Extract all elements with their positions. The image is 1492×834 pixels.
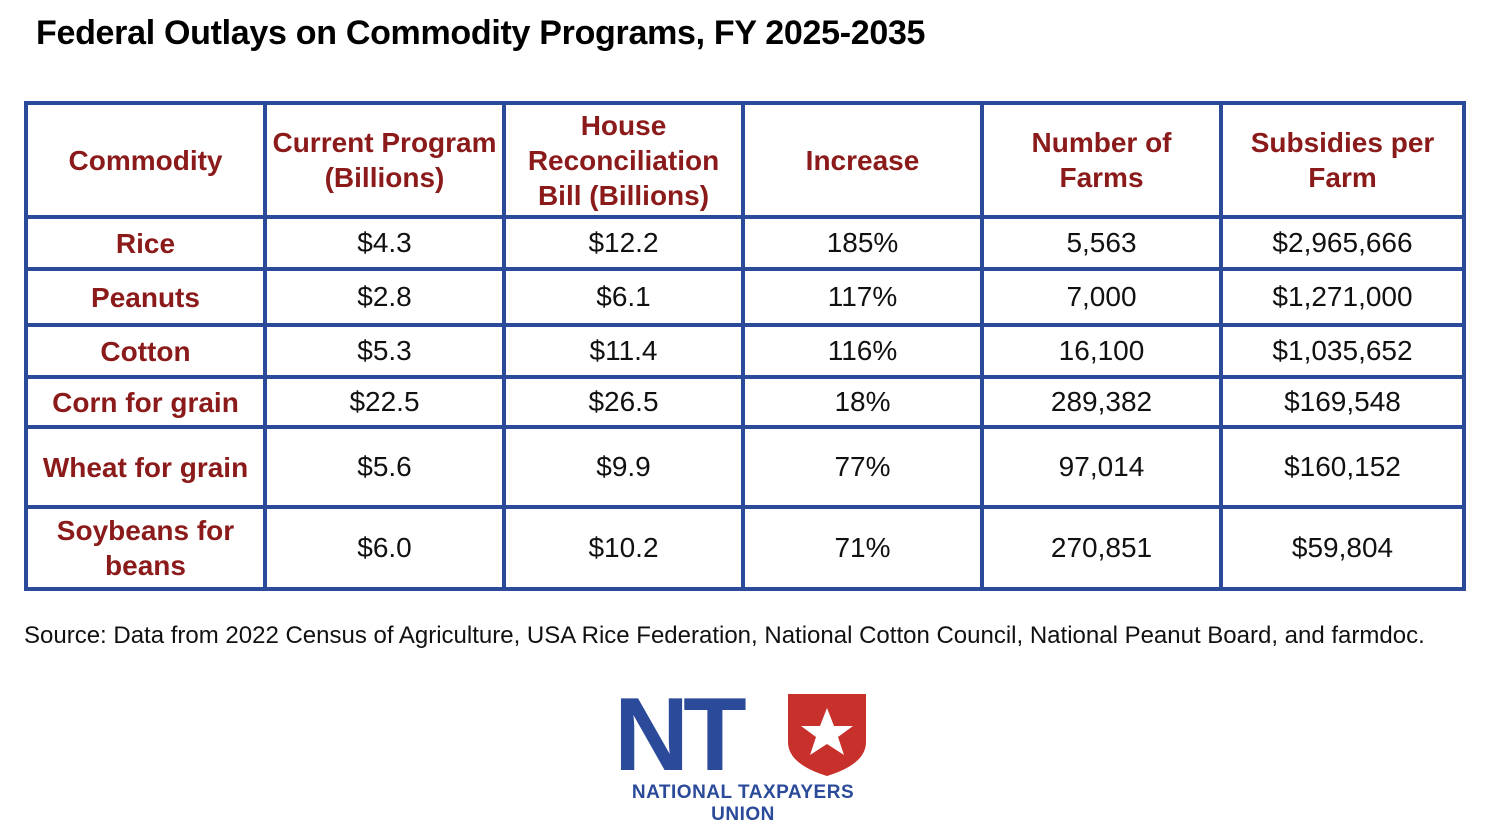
house-bill-cell: $9.9 — [502, 425, 745, 509]
commodity-cell: Cotton — [24, 323, 267, 379]
farms-cell: 5,563 — [980, 215, 1223, 271]
farms-cell: 16,100 — [980, 323, 1223, 379]
farms-cell: 289,382 — [980, 375, 1223, 429]
increase-cell: 117% — [741, 267, 984, 327]
ntu-logo: NT NATIONAL TAXPAYERS UNION — [612, 677, 874, 825]
commodity-cell: Corn for grain — [24, 375, 267, 429]
header-current-program: Current Program (Billions) — [263, 101, 506, 219]
current-program-cell: $5.6 — [263, 425, 506, 509]
current-program-cell: $4.3 — [263, 215, 506, 271]
logo-caption: NATIONAL TAXPAYERS UNION — [631, 782, 855, 825]
table-row: Wheat for grain $5.6 $9.9 77% 97,014 $16… — [24, 425, 1466, 509]
logo-letters: NT — [614, 690, 746, 782]
table-row: Peanuts $2.8 $6.1 117% 7,000 $1,271,000 — [24, 267, 1466, 327]
house-bill-cell: $10.2 — [502, 505, 745, 591]
source-note: Source: Data from 2022 Census of Agricul… — [24, 622, 1425, 649]
house-bill-cell: $26.5 — [502, 375, 745, 429]
house-bill-cell: $12.2 — [502, 215, 745, 271]
increase-cell: 77% — [741, 425, 984, 509]
increase-cell: 116% — [741, 323, 984, 379]
current-program-cell: $22.5 — [263, 375, 506, 429]
subsidy-per-farm-cell: $1,035,652 — [1219, 323, 1466, 379]
farms-cell: 7,000 — [980, 267, 1223, 327]
table-row: Corn for grain $22.5 $26.5 18% 289,382 $… — [24, 375, 1466, 429]
subsidy-per-farm-cell: $2,965,666 — [1219, 215, 1466, 271]
current-program-cell: $6.0 — [263, 505, 506, 591]
increase-cell: 185% — [741, 215, 984, 271]
farms-cell: 270,851 — [980, 505, 1223, 591]
header-subsidies-per-farm: Subsidies per Farm — [1219, 101, 1466, 219]
header-commodity: Commodity — [24, 101, 267, 219]
header-increase: Increase — [741, 101, 984, 219]
house-bill-cell: $6.1 — [502, 267, 745, 327]
subsidy-per-farm-cell: $169,548 — [1219, 375, 1466, 429]
commodity-table-container: Commodity Current Program (Billions) Hou… — [24, 101, 1466, 591]
subsidy-per-farm-cell: $1,271,000 — [1219, 267, 1466, 327]
commodity-cell: Rice — [24, 215, 267, 271]
commodity-cell: Peanuts — [24, 267, 267, 327]
header-number-of-farms: Number of Farms — [980, 101, 1223, 219]
star-shield-icon — [788, 694, 866, 776]
table-row: Rice $4.3 $12.2 185% 5,563 $2,965,666 — [24, 215, 1466, 271]
farms-cell: 97,014 — [980, 425, 1223, 509]
table-header-row: Commodity Current Program (Billions) Hou… — [24, 101, 1466, 219]
ntu-logo-mark: NT — [614, 677, 866, 793]
subsidy-per-farm-cell: $160,152 — [1219, 425, 1466, 509]
table-row: Soybeans for beans $6.0 $10.2 71% 270,85… — [24, 505, 1466, 591]
page-title: Federal Outlays on Commodity Programs, F… — [36, 14, 926, 52]
commodity-cell: Soybeans for beans — [24, 505, 267, 591]
increase-cell: 71% — [741, 505, 984, 591]
header-house-bill: House Reconciliation Bill (Billions) — [502, 101, 745, 219]
current-program-cell: $2.8 — [263, 267, 506, 327]
increase-cell: 18% — [741, 375, 984, 429]
table-row: Cotton $5.3 $11.4 116% 16,100 $1,035,652 — [24, 323, 1466, 379]
current-program-cell: $5.3 — [263, 323, 506, 379]
house-bill-cell: $11.4 — [502, 323, 745, 379]
subsidy-per-farm-cell: $59,804 — [1219, 505, 1466, 591]
commodity-table: Commodity Current Program (Billions) Hou… — [24, 101, 1466, 591]
commodity-cell: Wheat for grain — [24, 425, 267, 509]
